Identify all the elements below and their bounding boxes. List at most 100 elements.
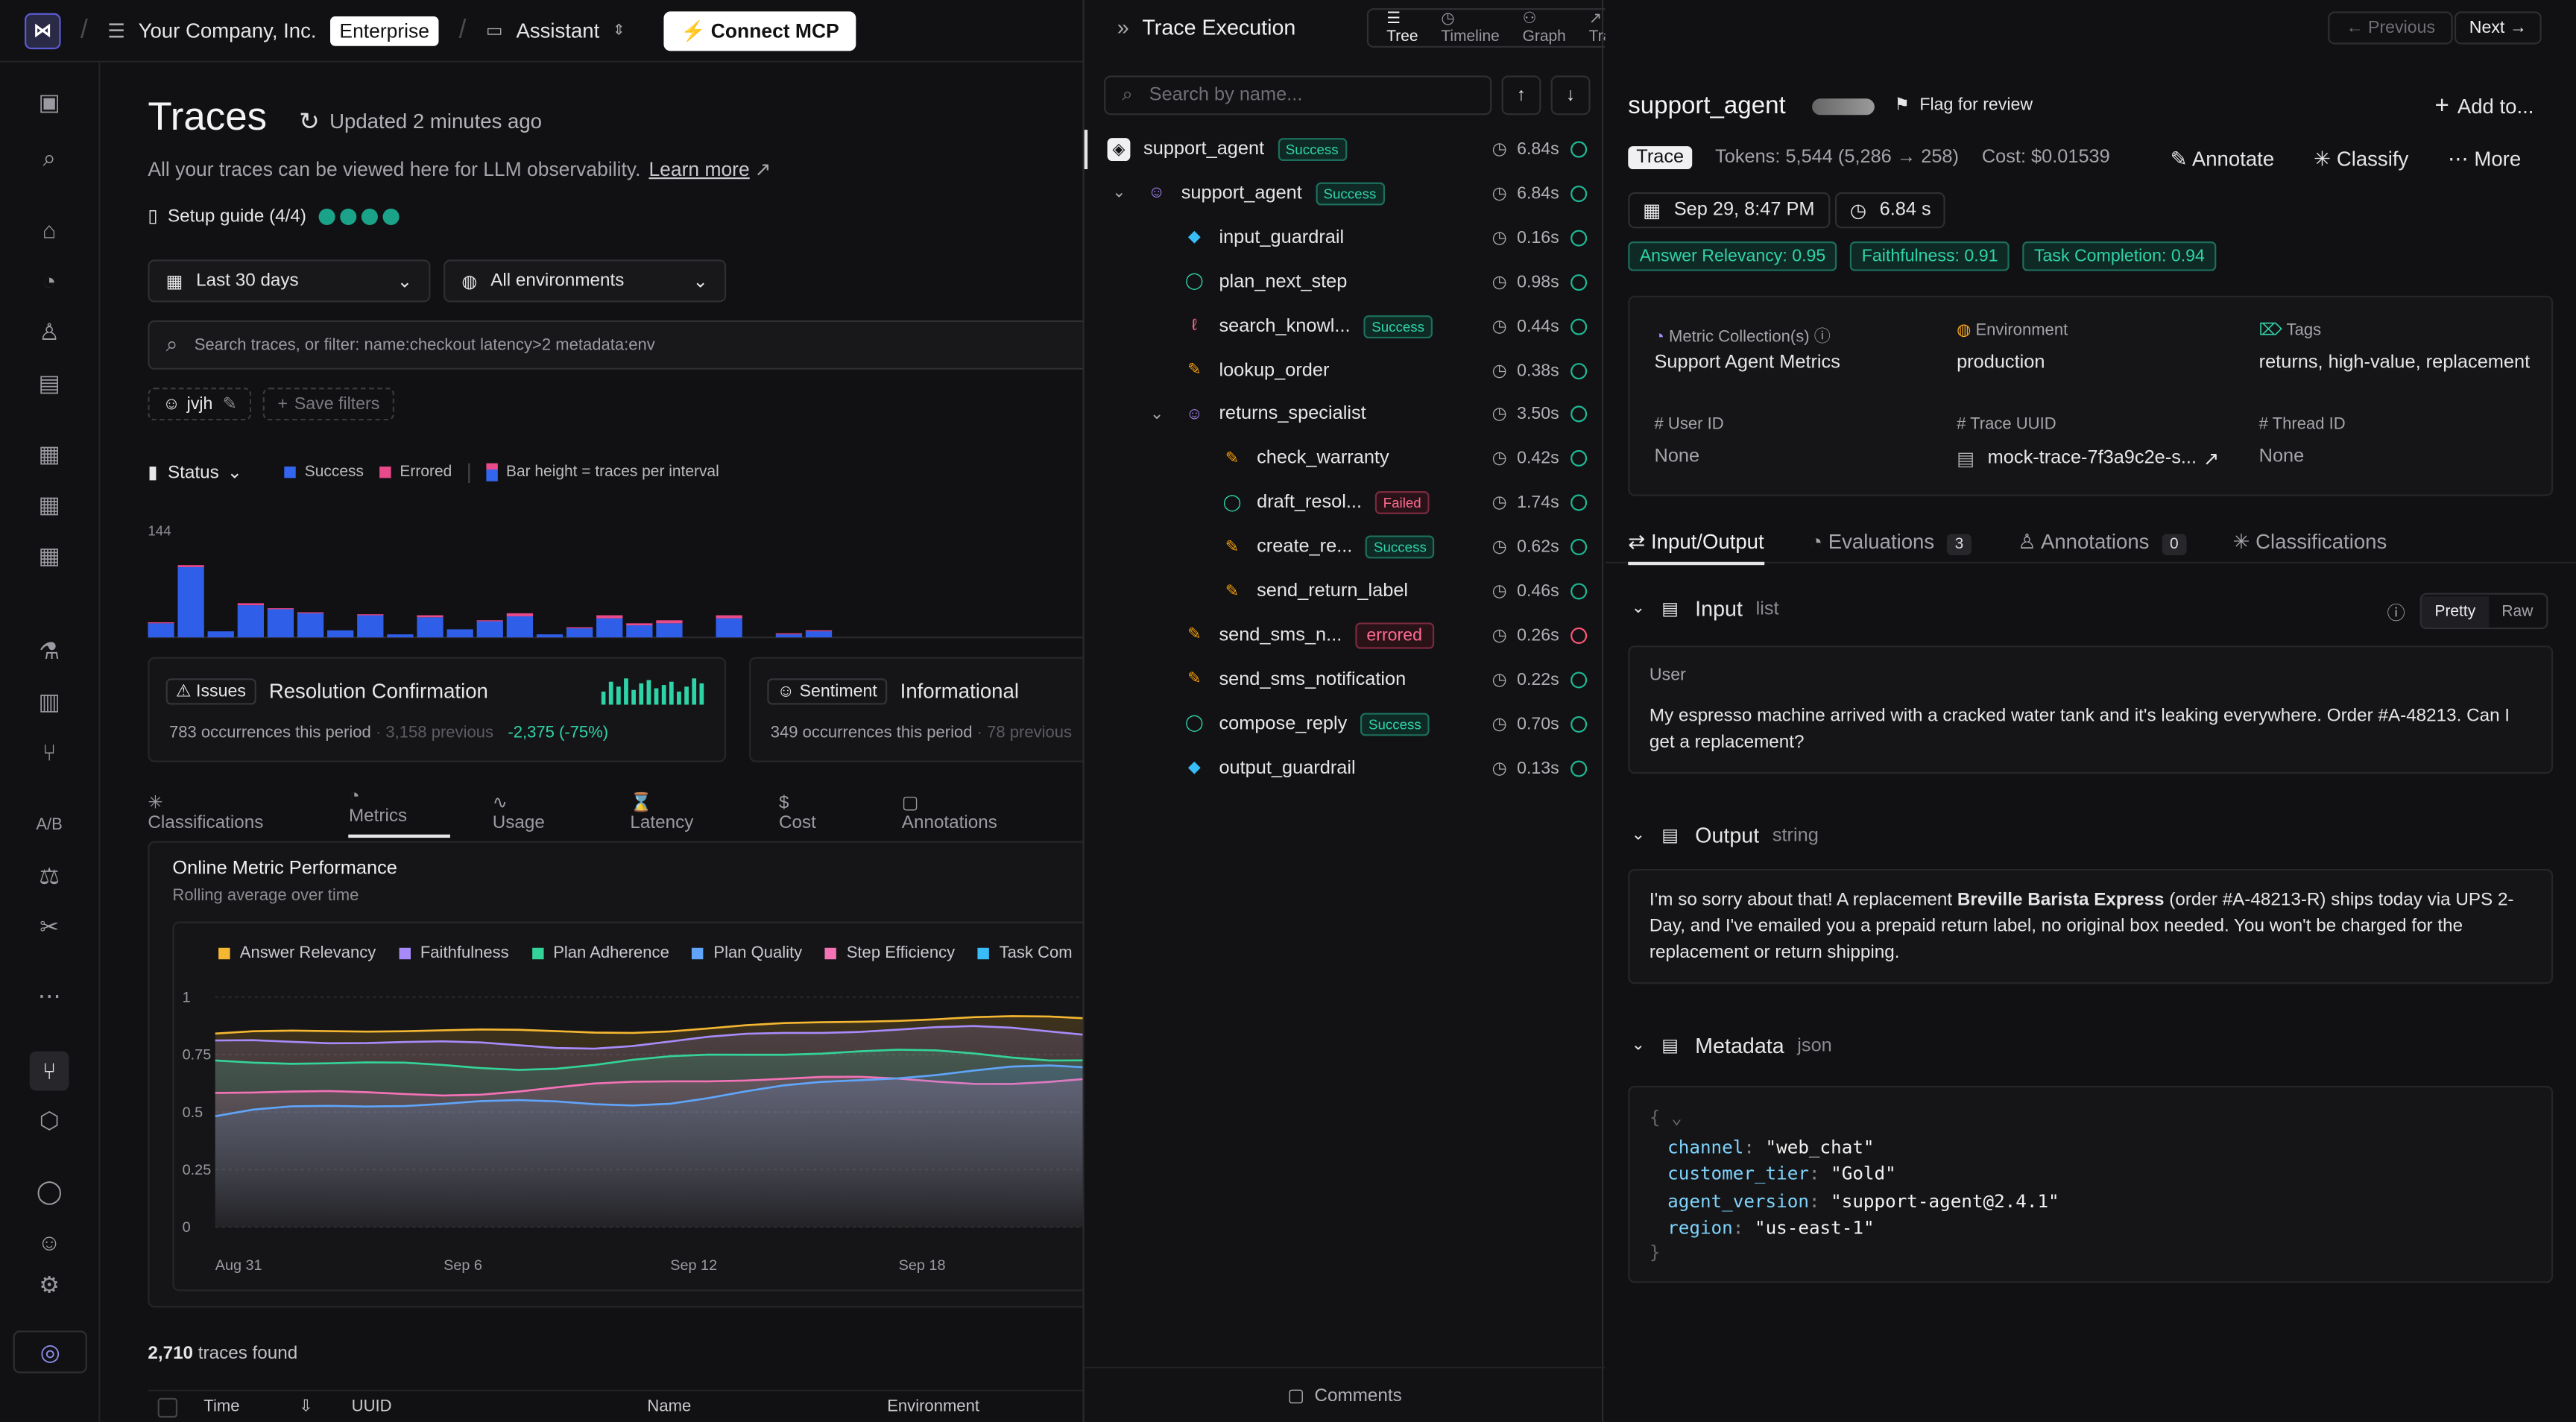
bar-success[interactable] — [775, 634, 803, 638]
bar-errored[interactable] — [656, 620, 683, 624]
grid-icon[interactable]: ▦ — [38, 439, 60, 466]
tree-search-input[interactable]: ⌕ Search by name... — [1104, 75, 1492, 116]
input-section-header[interactable]: ⌄ ▤ Input list — [1631, 596, 1779, 622]
arrow-up-icon[interactable]: ↑ — [1501, 75, 1541, 116]
user-icon[interactable]: ☺ — [37, 1228, 61, 1255]
bar-success[interactable] — [596, 618, 623, 638]
col-uuid[interactable]: UUID — [351, 1397, 392, 1416]
issues-card[interactable]: ⚠ Issues Resolution Confirmation 783 occ… — [148, 657, 727, 762]
project-name[interactable]: Assistant — [516, 19, 600, 42]
settings-icon[interactable]: ⚙ — [39, 1270, 60, 1298]
tab-graph[interactable]: ⚇ Graph — [1522, 10, 1566, 46]
learn-more-link[interactable]: Learn more — [648, 157, 750, 181]
chat-icon[interactable]: ◯ — [36, 1177, 63, 1204]
arrow-down-icon[interactable]: ↓ — [1550, 75, 1591, 116]
tab-tree[interactable]: ☰ Tree — [1386, 10, 1418, 46]
sidebar-toggle-icon[interactable]: ▣ — [38, 87, 60, 115]
refresh-icon[interactable]: ↻ — [299, 108, 320, 136]
more-button[interactable]: ⋯ More — [2448, 148, 2522, 171]
bar-success[interactable] — [387, 634, 414, 638]
bar-errored[interactable] — [357, 614, 384, 616]
home-icon[interactable]: ⌂ — [42, 216, 57, 244]
tab-classifications[interactable]: ✳ Classifications — [2232, 530, 2387, 554]
bar-errored[interactable] — [775, 633, 803, 635]
bar-errored[interactable] — [506, 613, 534, 616]
legend-item[interactable]: Answer Relevancy — [218, 944, 376, 963]
bar-success[interactable] — [267, 609, 294, 638]
chevron-down-icon[interactable]: ⌄ — [1149, 405, 1164, 424]
scale-icon[interactable]: ⚖ — [39, 862, 60, 888]
chevron-updown-icon[interactable]: ⇕ — [612, 21, 625, 38]
bar-success[interactable] — [536, 634, 564, 638]
legend-item[interactable]: Plan Adherence — [531, 944, 669, 963]
tab-latency[interactable]: ⌛ Latency — [630, 793, 694, 833]
bar-success[interactable] — [566, 628, 593, 638]
col-environment[interactable]: Environment — [887, 1397, 979, 1416]
copy-icon[interactable]: ▤ — [1957, 449, 1975, 470]
tree-node[interactable]: ◆ input_guardrail — [1183, 221, 1344, 254]
tab-annotations[interactable]: ♙ Annotations 0 — [2018, 529, 2187, 565]
tree-node[interactable]: ✎ send_sms_n... errored — [1183, 619, 1434, 652]
tab-classifications[interactable]: ✳ Classifications — [148, 793, 264, 833]
chevron-down-icon[interactable]: ⌄ — [1631, 1036, 1646, 1055]
collapse-panel-icon[interactable]: » — [1117, 14, 1129, 40]
bar-errored[interactable] — [626, 623, 653, 626]
edit-icon[interactable]: ✎ — [222, 394, 238, 414]
pretty-button[interactable]: Pretty — [2421, 595, 2489, 627]
bar-errored[interactable] — [716, 615, 742, 619]
previous-button[interactable]: ← Previous — [2328, 11, 2454, 45]
environment-select[interactable]: ◍ All environments ⌄ — [443, 259, 727, 303]
bar-errored[interactable] — [148, 622, 174, 624]
flag-review-button[interactable]: ⚑ Flag for review — [1894, 95, 2033, 116]
tools-icon[interactable]: ✂ — [40, 912, 60, 939]
connect-mcp-button[interactable]: ⚡ Connect MCP — [664, 10, 856, 51]
tab-evaluations[interactable]: ◔ Evaluations 3 — [1810, 530, 1972, 564]
traces-icon[interactable]: ⑂ — [29, 1051, 69, 1091]
bar-success[interactable] — [237, 605, 264, 638]
chevron-down-icon[interactable]: ⌄ — [1631, 599, 1646, 618]
raw-button[interactable]: Raw — [2501, 601, 2534, 621]
tab-annotations[interactable]: ▢ Annotations — [901, 793, 997, 833]
trace-uuid-value[interactable]: ▤ mock-trace-7f3a9c2e-s... ↗ — [1957, 447, 2219, 470]
comments-button[interactable]: ▢ Comments — [1084, 1366, 1606, 1422]
classify-button[interactable]: ✳ Classify — [2314, 148, 2409, 171]
bar-errored[interactable] — [596, 615, 623, 619]
tab-timeline[interactable]: ◷ Timeline — [1441, 10, 1500, 46]
tree-node[interactable]: ✎ send_return_label — [1221, 575, 1408, 607]
bar-success[interactable] — [506, 616, 534, 638]
tree-node[interactable]: ◈ support_agent Success — [1107, 133, 1347, 166]
metric-collection-value[interactable]: Support Agent Metrics — [1654, 353, 1840, 373]
legend-item[interactable]: Faithfulness — [399, 944, 509, 963]
col-name[interactable]: Name — [647, 1397, 692, 1416]
grid-icon[interactable]: ▦ — [38, 541, 60, 568]
bar-errored[interactable] — [476, 620, 503, 622]
flask-icon[interactable]: ⚗ — [39, 636, 60, 663]
bar-errored[interactable] — [177, 565, 204, 567]
bar-success[interactable] — [357, 615, 384, 638]
bar-success[interactable] — [656, 623, 683, 638]
bar-success[interactable] — [207, 631, 234, 638]
annotate-button[interactable]: ✎ Annotate — [2170, 148, 2275, 171]
bar-success[interactable] — [446, 629, 473, 638]
bar-success[interactable] — [327, 630, 354, 638]
chevron-down-icon[interactable]: ⌄ — [227, 463, 243, 484]
chevron-down-icon[interactable]: ⌄ — [1112, 184, 1126, 203]
legend-item[interactable]: Step Efficiency — [825, 944, 955, 963]
date-range-select[interactable]: ▦ Last 30 days ⌄ — [148, 259, 431, 303]
bar-success[interactable] — [805, 631, 833, 638]
tree-node[interactable]: ◯ draft_resol... Failed — [1221, 487, 1430, 519]
tree-node[interactable]: ◆ output_guardrail — [1183, 752, 1356, 785]
save-filters-button[interactable]: + Save filters — [262, 388, 395, 421]
tree-node[interactable]: ✎ lookup_order — [1183, 354, 1329, 387]
external-link-icon[interactable]: ↗ — [2203, 449, 2220, 470]
info-icon[interactable]: ⓘ — [2387, 604, 2405, 625]
tab-input-output[interactable]: ⇄ Input/Output — [1628, 529, 1764, 566]
tab-usage[interactable]: ∿ Usage — [492, 793, 545, 833]
bar-success[interactable] — [297, 613, 324, 638]
stamp-icon[interactable]: ♙ — [39, 317, 60, 344]
gauge-icon[interactable]: ◔ — [42, 268, 57, 294]
setup-guide[interactable]: ▯ Setup guide (4/4) — [148, 206, 405, 227]
user-filter-chip[interactable]: ☺ jvjh ✎ — [148, 388, 252, 421]
search-icon[interactable]: ⌕ — [42, 143, 56, 171]
tree-node[interactable]: ⌄ ☺ support_agent Success — [1112, 177, 1385, 210]
